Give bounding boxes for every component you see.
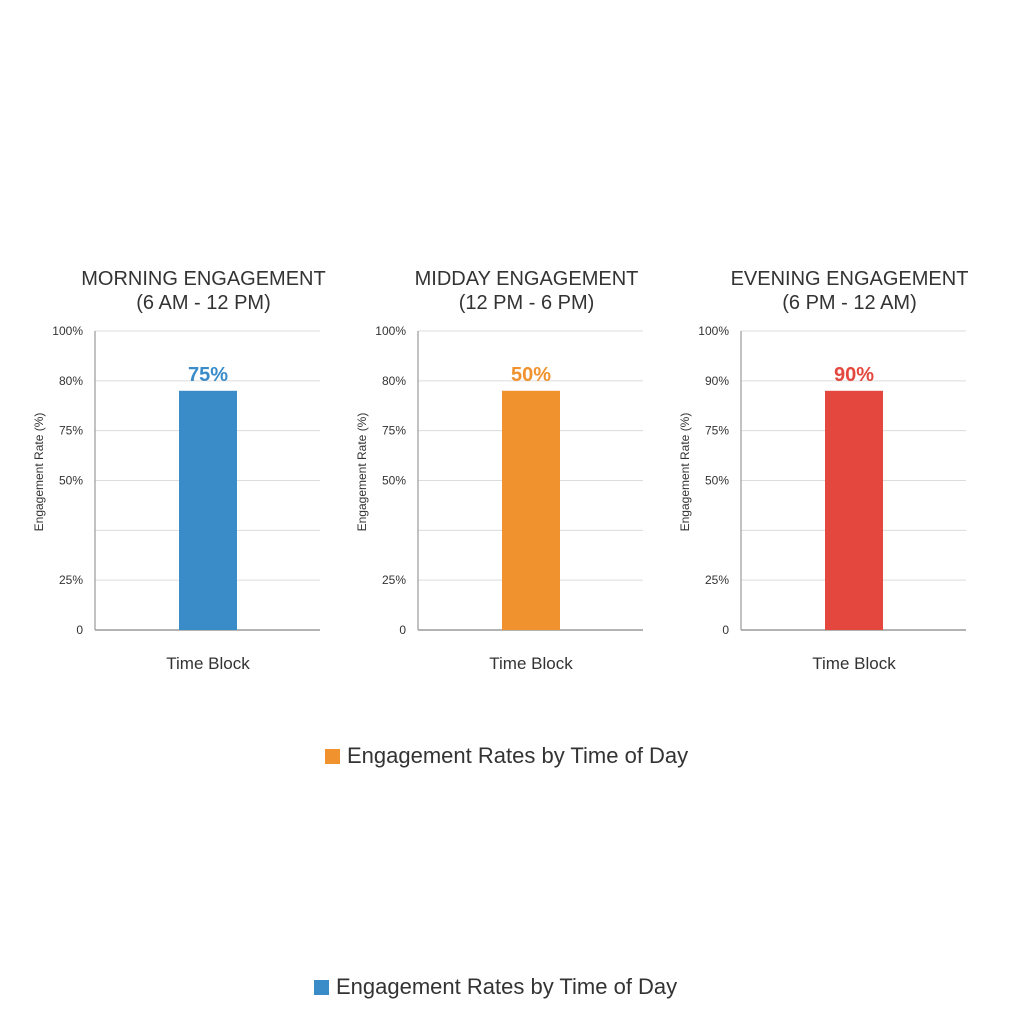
bar-data-label: 75%	[188, 364, 228, 386]
legend-swatch-blue	[314, 979, 329, 995]
bar-data-label: 90%	[834, 364, 874, 386]
legend-label: Engagement Rates by Time of Day	[347, 743, 689, 768]
y-tick-label: 75%	[705, 424, 729, 438]
bar	[502, 390, 560, 630]
chart-subtitle: (6 AM - 12 PM)	[136, 292, 270, 314]
bar	[179, 390, 237, 630]
legend-entry-bottom: Engagement Rates by Time of Day	[314, 974, 677, 1000]
y-tick-label: 100%	[375, 324, 406, 338]
y-tick-label: 25%	[705, 573, 729, 587]
legend-entry-top: Engagement Rates by Time of Day	[325, 743, 688, 769]
y-tick-label: 100%	[52, 324, 83, 338]
x-axis-label: Time Block	[489, 654, 573, 673]
y-axis-label: Engagement Rate (%)	[32, 413, 46, 532]
y-tick-label: 0	[399, 623, 406, 637]
y-tick-label: 0	[722, 623, 729, 637]
chart-title: MIDDAY ENGAGEMENT	[415, 268, 639, 290]
y-axis-label: Engagement Rate (%)	[678, 413, 692, 532]
bar	[825, 390, 883, 630]
y-tick-label: 80%	[382, 374, 406, 388]
y-tick-label: 90%	[705, 374, 729, 388]
chart-title: MORNING ENGAGEMENT	[81, 268, 325, 290]
y-tick-label: 0	[76, 623, 83, 637]
y-axis-label: Engagement Rate (%)	[355, 413, 369, 532]
x-axis-label: Time Block	[166, 654, 250, 673]
x-axis-label: Time Block	[812, 654, 896, 673]
y-tick-label: 25%	[59, 573, 83, 587]
y-tick-label: 25%	[382, 573, 406, 587]
bar-data-label: 50%	[511, 364, 551, 386]
y-tick-label: 50%	[705, 474, 729, 488]
chart-title: EVENING ENGAGEMENT	[731, 268, 969, 290]
y-tick-label: 50%	[59, 474, 83, 488]
legend-label: Engagement Rates by Time of Day	[336, 974, 678, 999]
chart-subtitle: (12 PM - 6 PM)	[459, 292, 595, 314]
legend-swatch-orange	[325, 748, 340, 764]
y-tick-label: 80%	[59, 374, 83, 388]
y-tick-label: 75%	[382, 424, 406, 438]
y-tick-label: 75%	[59, 424, 83, 438]
chart-subtitle: (6 PM - 12 AM)	[782, 292, 916, 314]
y-tick-label: 50%	[382, 474, 406, 488]
y-tick-label: 100%	[698, 324, 729, 338]
